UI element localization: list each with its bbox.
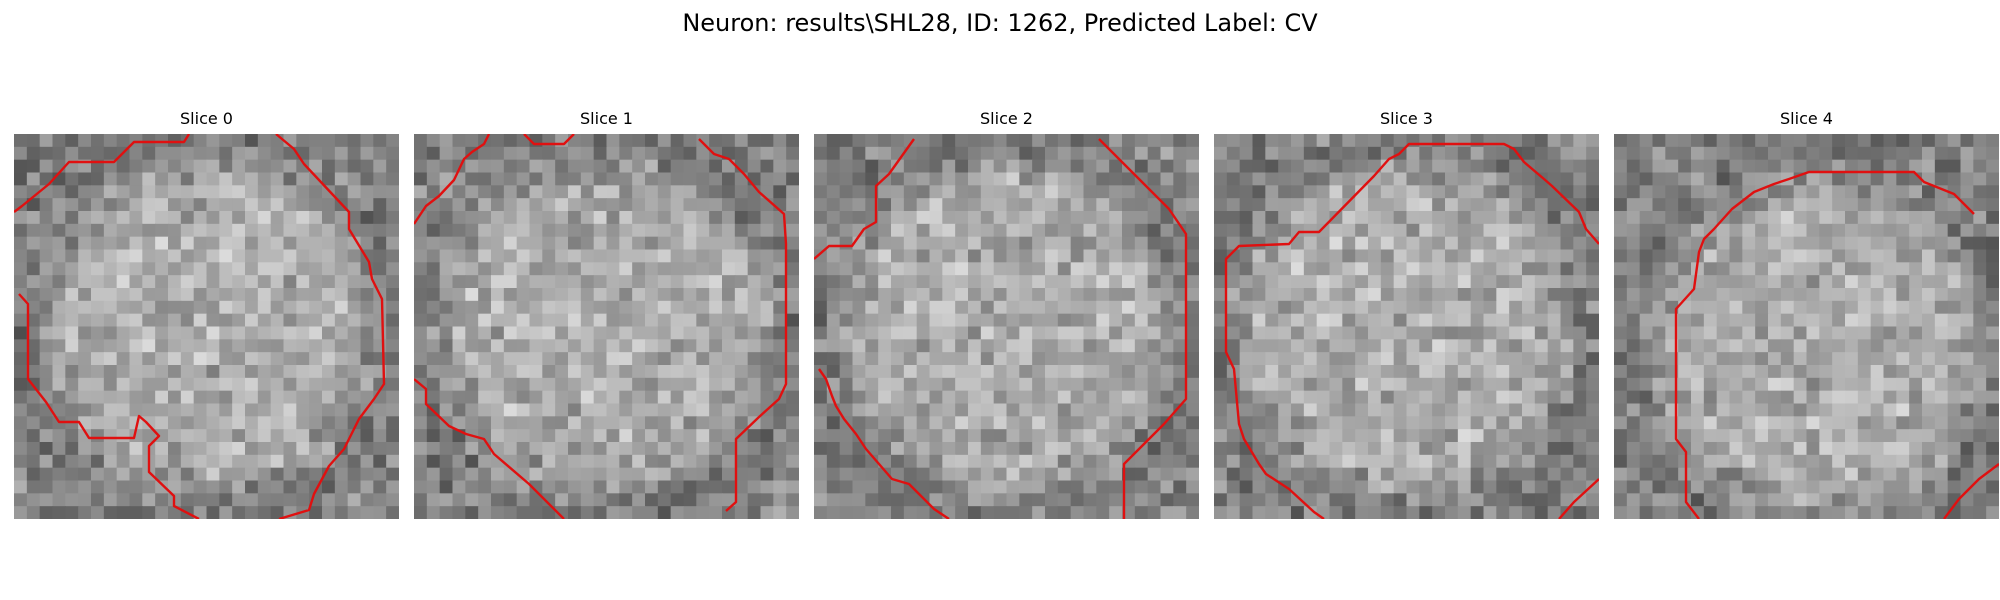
contour-line xyxy=(1558,478,1599,519)
slice-image xyxy=(1614,134,1999,519)
contour-line xyxy=(698,138,788,512)
slice-title: Slice 4 xyxy=(1780,109,1833,128)
contour-line xyxy=(814,138,915,260)
slice-title: Slice 2 xyxy=(980,109,1033,128)
figure-title: Neuron: results\SHL28, ID: 1262, Predict… xyxy=(682,9,1318,37)
slice-title: Slice 3 xyxy=(1380,109,1433,128)
contour-line xyxy=(275,134,386,519)
contour-line xyxy=(1098,138,1188,519)
contour-line xyxy=(1943,463,1999,519)
slice-title: Slice 0 xyxy=(180,109,233,128)
contour-line xyxy=(414,134,491,225)
contour-line xyxy=(18,293,200,519)
contour-line xyxy=(523,134,575,146)
slice-image xyxy=(1214,134,1599,519)
slice-image xyxy=(414,134,799,519)
contour-line xyxy=(1674,170,1975,519)
slice-image xyxy=(14,134,399,519)
contour-line xyxy=(14,134,191,213)
slice-image xyxy=(814,134,1199,519)
slice-title: Slice 1 xyxy=(580,109,633,128)
contour-line xyxy=(818,368,950,519)
contour-line xyxy=(414,378,565,519)
contour-line xyxy=(1224,142,1599,519)
